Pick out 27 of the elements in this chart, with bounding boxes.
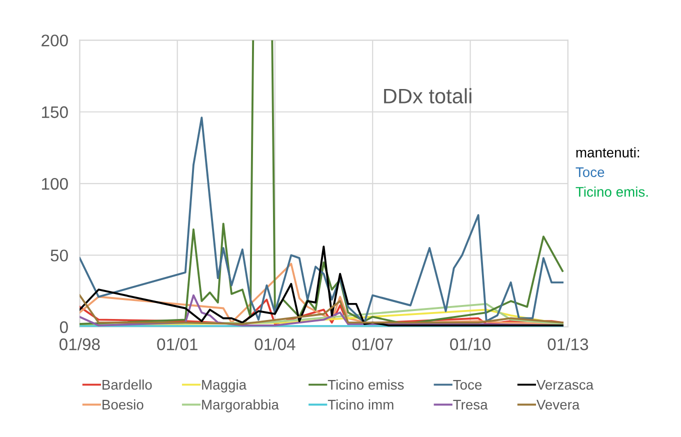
legend-label: Bardello xyxy=(102,380,152,390)
y-tick-label: 200 xyxy=(42,34,68,46)
text: mantenuti: xyxy=(576,147,640,158)
x-tick-label: 01/10 xyxy=(450,338,490,350)
line-series xyxy=(80,116,564,324)
legend-label: Vevera xyxy=(536,400,580,410)
x-tick-label: 01/98 xyxy=(59,338,100,350)
legend-label: Ticino emiss xyxy=(328,380,404,390)
x-tick-label: 01/07 xyxy=(352,338,393,350)
legend-label: Maggia xyxy=(202,380,247,392)
legend-label: Boesio xyxy=(102,399,144,410)
legend-label: Ticino imm xyxy=(328,399,394,410)
y-tick-label: 0 xyxy=(60,321,68,334)
x-tick-label: 01/04 xyxy=(254,338,296,350)
text: Toce xyxy=(576,167,604,178)
y-tick-label: 50 xyxy=(50,250,68,262)
legend-label: Margorabbia xyxy=(202,399,279,412)
y-tick-label: 100 xyxy=(42,178,68,190)
legend-label: Tresa xyxy=(453,400,488,410)
legend-label: Verzasca xyxy=(536,380,594,390)
legend-label: Toce xyxy=(453,380,482,390)
line-series xyxy=(80,246,564,326)
annotation: DDx totali xyxy=(384,88,472,104)
x-tick-label: 01/13 xyxy=(548,338,588,350)
y-tick-label: 150 xyxy=(42,106,68,118)
x-tick-label: 01/01 xyxy=(157,338,198,350)
text: Ticino emis. xyxy=(576,186,648,197)
